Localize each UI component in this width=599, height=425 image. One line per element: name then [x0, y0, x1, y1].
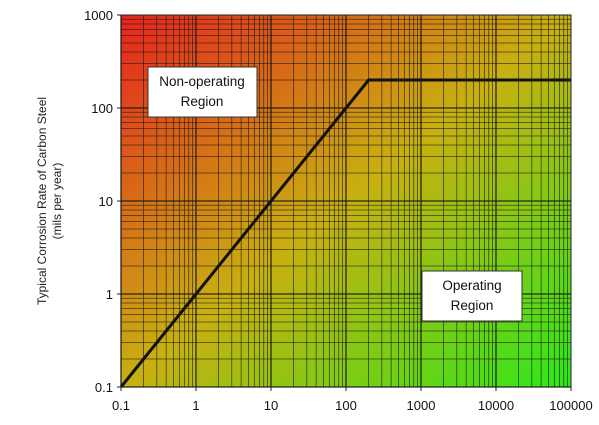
plot-frame [120, 14, 572, 388]
y-axis-title-line2: (mils per year) [50, 163, 64, 240]
annotation-text: Operating [442, 278, 501, 293]
x-tick-label: 1000 [407, 398, 436, 413]
x-tick-label: 1 [192, 398, 199, 413]
y-tick-label: 1 [106, 287, 113, 302]
annotation-text: Region [181, 94, 224, 109]
y-tick-label: 10 [99, 194, 113, 209]
series-line [119, 78, 571, 388]
x-tick-label: 10000 [478, 398, 514, 413]
x-tick-label: 100000 [549, 398, 592, 413]
x-tick-label: 0.1 [112, 398, 130, 413]
annotation-box [147, 66, 258, 118]
annotation-box [421, 270, 523, 322]
annotation-non-operating: Non-operating Region [147, 66, 258, 118]
y-axis-title-line1: Typical Corrosion Rate of Carbon Steel [35, 97, 49, 305]
y-tick-label: 100 [91, 101, 113, 116]
x-tick-label: 10 [264, 398, 278, 413]
series-lines [119, 78, 571, 388]
axis-ticks: 0.1 1 10 100 1000 10000 100000 0.1 1 10 100 1000 [84, 8, 593, 413]
annotation-text: Region [451, 298, 494, 313]
annotation-text: Non-operating [159, 74, 245, 89]
x-tick-label: 100 [335, 398, 357, 413]
annotation-operating: Operating Region [421, 270, 523, 322]
y-tick-label: 1000 [84, 8, 113, 23]
y-tick-label: 0.1 [95, 380, 113, 395]
